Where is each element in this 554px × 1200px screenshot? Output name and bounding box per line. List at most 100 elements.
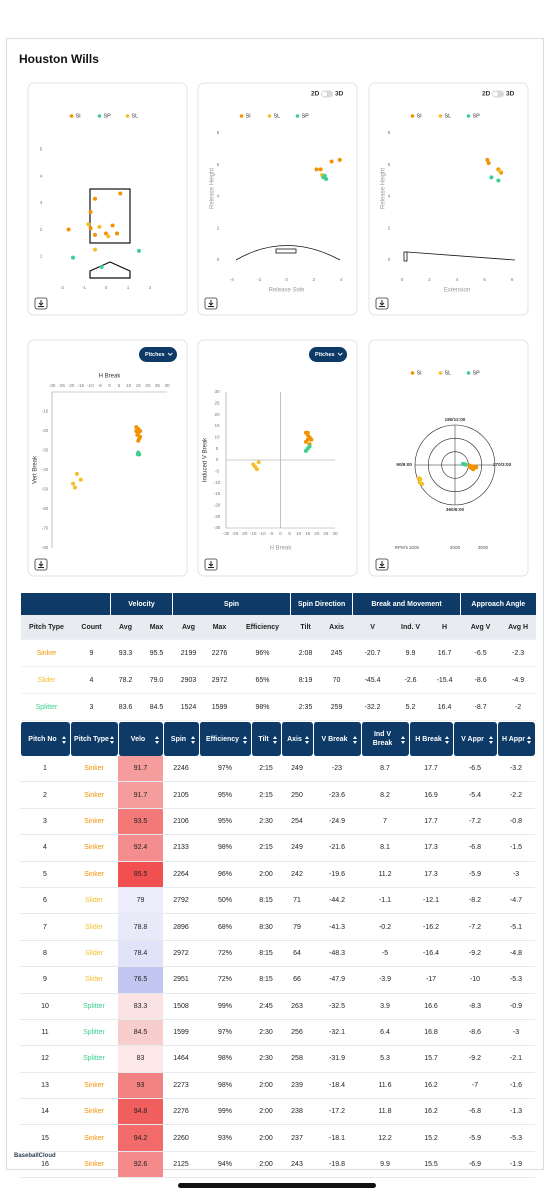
pitch-cell: 3 <box>20 809 70 836</box>
column-header: Axis <box>320 615 353 640</box>
y-tick-label: 25 <box>214 401 220 406</box>
column-header: Ind. V <box>392 615 429 640</box>
summary-cell: 1524 <box>172 693 205 721</box>
pitch-cell: -3 <box>497 1020 535 1047</box>
pitch-cell: 2260 <box>163 1125 199 1152</box>
summary-cell: 70 <box>320 666 353 694</box>
summary-cell: 9.9 <box>392 639 429 667</box>
y-tick-label: 8 <box>388 130 391 135</box>
pitch-cell: 2264 <box>163 862 199 888</box>
legend-label: SI <box>246 113 252 119</box>
download-button[interactable] <box>375 558 389 571</box>
pitch-point <box>118 191 123 196</box>
summary-cell: 2199 <box>172 639 205 667</box>
x-tick-label: 20 <box>314 531 320 536</box>
pitch-cell: -1.9 <box>497 1152 535 1179</box>
pitch-cell: 11.6 <box>361 1073 409 1100</box>
download-button[interactable] <box>204 558 218 571</box>
pitch-cell: 2896 <box>163 914 199 941</box>
pitches-button[interactable]: Pitches <box>139 347 177 362</box>
toggle-label: 2D <box>311 91 320 98</box>
pitch-type: Slider <box>70 941 118 968</box>
sortable-header[interactable]: Tilt <box>251 722 281 756</box>
x-tick-label: 15 <box>305 531 311 536</box>
sortable-header[interactable]: H Break <box>409 722 453 756</box>
pitch-point <box>106 234 111 239</box>
pitch-cell: 249 <box>281 756 313 783</box>
sortable-header[interactable]: V Appr <box>453 722 497 756</box>
pitch-cell: 17.3 <box>409 835 453 862</box>
pitch-point <box>417 480 422 485</box>
sortable-header[interactable]: Velo <box>118 722 163 756</box>
pitch-cell: -6.8 <box>453 835 497 862</box>
pitch-cell: 99% <box>199 1099 251 1126</box>
x-tick-label: 10 <box>126 383 132 388</box>
sortable-header[interactable]: H Appr <box>497 722 535 756</box>
pitch-cell: 2133 <box>163 835 199 862</box>
pitch-cell: 5.3 <box>361 1046 409 1073</box>
pitch-cell: 5 <box>20 862 70 888</box>
sortable-header[interactable]: Spin <box>163 722 199 756</box>
y-tick-label: -50 <box>42 487 49 492</box>
header-label: H Break <box>415 735 442 743</box>
sortable-header[interactable]: V Break <box>313 722 361 756</box>
x-tick-label: 1 <box>127 285 130 290</box>
legend-label: SP <box>302 113 310 119</box>
sortable-header[interactable]: Pitch Type <box>70 722 118 756</box>
velo-cell: 76.5 <box>118 967 163 994</box>
pitch-cell: 2:15 <box>251 835 281 862</box>
pitch-row: 3 Sinker 93.5 2106 95% 2:30 254 -24.9 7 17.7 -7.2-… <box>20 808 535 836</box>
pitches-button[interactable]: Pitches <box>309 347 347 362</box>
pitch-cell: -5 <box>361 941 409 968</box>
download-button[interactable] <box>204 297 218 310</box>
legend-marker <box>466 114 471 118</box>
x-tick-label: 0 <box>285 277 288 282</box>
header-label: Pitch No <box>28 735 57 743</box>
panel <box>27 82 188 316</box>
x-tick-label: 0 <box>105 285 108 290</box>
pitch-cell: 16.2 <box>409 1073 453 1100</box>
download-icon <box>38 561 44 568</box>
pitch-cell: -21.6 <box>313 835 361 862</box>
sortable-header[interactable]: Efficiency <box>199 722 251 756</box>
pitch-cell: 16 <box>20 1152 70 1179</box>
summary-cell: -2 <box>500 693 536 721</box>
pitch-cell: -18.1 <box>313 1125 361 1152</box>
panel <box>368 339 529 577</box>
summary-cell: 16.4 <box>428 693 461 721</box>
pitch-cell: -8.2 <box>453 888 497 915</box>
sortable-header[interactable]: Pitch No <box>20 722 70 756</box>
pitch-cell: 96% <box>199 862 251 888</box>
rpm-label: RPM's <box>395 545 409 550</box>
pitch-table: Pitch No Pitch Type Velo Spin Efficiency Tilt… <box>20 722 535 1179</box>
pitch-cell: 263 <box>281 994 313 1020</box>
pitch-cell: 1464 <box>163 1046 199 1073</box>
download-button[interactable] <box>34 297 48 310</box>
download-button[interactable] <box>375 297 389 310</box>
y-axis-label: Release Height <box>381 168 387 209</box>
summary-cell: -32.2 <box>352 693 393 721</box>
pitch-cell: -4.7 <box>497 888 535 915</box>
column-header: V <box>352 615 393 640</box>
sortable-header[interactable]: Axis <box>281 722 313 756</box>
pitch-point <box>497 169 502 174</box>
pitch-cell: -2.2 <box>497 782 535 809</box>
pitch-point <box>416 476 421 481</box>
header-label: V Break <box>321 735 348 743</box>
summary-cell: 79.0 <box>140 666 173 694</box>
pitch-cell: 97% <box>199 1020 251 1047</box>
pitch-cell: 2:15 <box>251 756 281 783</box>
header-label: Efficiency <box>205 735 240 743</box>
download-button[interactable] <box>34 558 48 571</box>
summary-cell: 5.2 <box>392 693 429 721</box>
pitch-point <box>137 248 141 253</box>
pitch-point <box>74 471 79 476</box>
pitch-cell: -10 <box>453 967 497 994</box>
pitch-cell: -18.4 <box>313 1073 361 1100</box>
summary-cell: 93.3 <box>110 639 141 667</box>
home-indicator <box>178 1183 376 1188</box>
velo-cell: 84.5 <box>118 1019 163 1047</box>
pitch-cell: 98% <box>199 835 251 862</box>
pitch-cell: 6 <box>20 888 70 915</box>
sortable-header[interactable]: Ind V Break <box>361 722 409 756</box>
